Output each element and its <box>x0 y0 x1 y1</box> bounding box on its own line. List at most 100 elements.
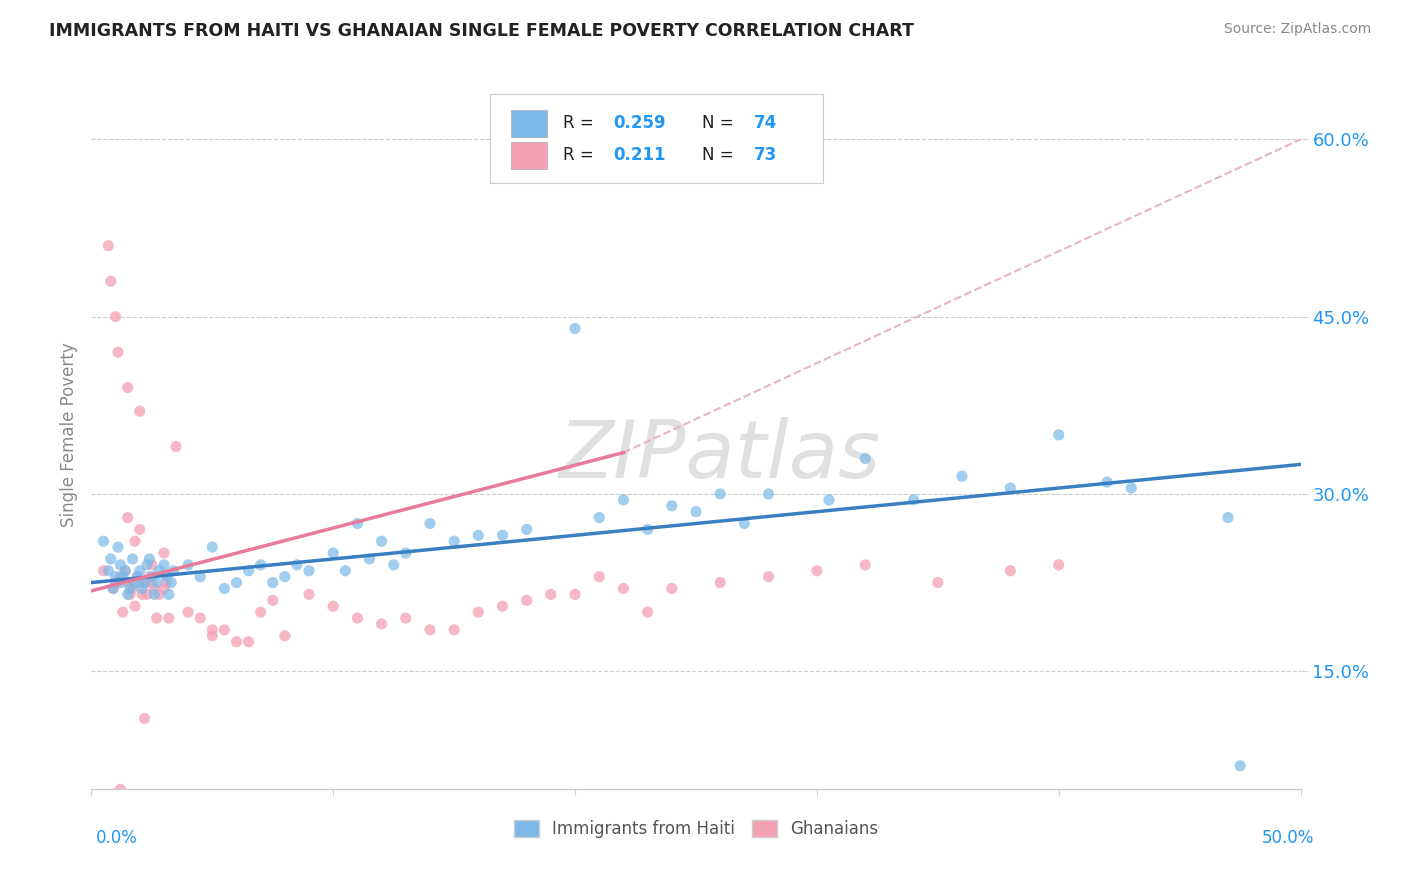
Point <box>117 575 139 590</box>
Point <box>1047 558 1070 572</box>
Point <box>104 569 127 583</box>
Point <box>141 575 163 590</box>
Point <box>141 558 163 572</box>
Point <box>157 611 180 625</box>
Legend: Immigrants from Haiti, Ghanaians: Immigrants from Haiti, Ghanaians <box>508 814 884 845</box>
Point <box>138 569 160 583</box>
Point <box>1216 510 1239 524</box>
Point <box>188 569 211 583</box>
Point <box>1000 481 1022 495</box>
Point <box>101 582 124 596</box>
FancyBboxPatch shape <box>510 142 547 169</box>
Point <box>128 564 150 578</box>
Point <box>124 575 146 590</box>
Point <box>131 587 153 601</box>
Point <box>177 605 200 619</box>
Point <box>709 487 731 501</box>
Point <box>121 552 143 566</box>
Point <box>157 587 180 601</box>
FancyBboxPatch shape <box>491 95 823 183</box>
Point <box>443 623 465 637</box>
Point <box>201 629 224 643</box>
Point <box>214 623 236 637</box>
Point <box>160 575 183 590</box>
Point <box>540 587 562 601</box>
Point <box>298 564 321 578</box>
Point <box>97 238 120 253</box>
Point <box>588 569 610 583</box>
Text: N =: N = <box>702 114 740 132</box>
Point <box>709 575 731 590</box>
Point <box>120 582 142 596</box>
Point <box>395 611 418 625</box>
Text: Source: ZipAtlas.com: Source: ZipAtlas.com <box>1223 22 1371 37</box>
Point <box>101 582 124 596</box>
Point <box>117 380 139 394</box>
Point <box>124 599 146 614</box>
Point <box>927 575 949 590</box>
Point <box>419 623 441 637</box>
Point <box>564 587 586 601</box>
Point <box>153 558 176 572</box>
Point <box>177 558 200 572</box>
Point <box>120 587 142 601</box>
Point <box>335 564 357 578</box>
Point <box>148 587 170 601</box>
Point <box>110 558 132 572</box>
Text: IMMIGRANTS FROM HAITI VS GHANAIAN SINGLE FEMALE POVERTY CORRELATION CHART: IMMIGRANTS FROM HAITI VS GHANAIAN SINGLE… <box>49 22 914 40</box>
Point <box>853 451 876 466</box>
Point <box>188 611 211 625</box>
Text: ZIPatlas: ZIPatlas <box>560 417 882 495</box>
Text: 0.0%: 0.0% <box>96 829 138 847</box>
Point <box>155 575 177 590</box>
Point <box>733 516 755 531</box>
Point <box>100 274 122 288</box>
Point <box>274 629 297 643</box>
Point <box>758 569 780 583</box>
Point <box>141 569 163 583</box>
Point <box>110 575 132 590</box>
Point <box>637 522 659 536</box>
Point <box>298 587 321 601</box>
Point <box>107 540 129 554</box>
FancyBboxPatch shape <box>510 110 547 137</box>
Point <box>124 534 146 549</box>
Point <box>225 575 247 590</box>
Point <box>110 569 132 583</box>
Point <box>153 546 176 560</box>
Point <box>1000 564 1022 578</box>
Text: 74: 74 <box>754 114 778 132</box>
Point <box>588 510 610 524</box>
Point <box>853 558 876 572</box>
Point <box>128 522 150 536</box>
Point <box>285 558 308 572</box>
Point <box>127 569 149 583</box>
Point <box>128 404 150 418</box>
Point <box>131 582 153 596</box>
Point <box>136 558 159 572</box>
Point <box>382 558 405 572</box>
Point <box>145 611 167 625</box>
Point <box>661 582 683 596</box>
Point <box>249 558 271 572</box>
Point <box>661 499 683 513</box>
Point <box>238 634 260 648</box>
Text: 0.211: 0.211 <box>614 145 666 164</box>
Point <box>117 510 139 524</box>
Point <box>322 546 344 560</box>
Point <box>214 582 236 596</box>
Point <box>491 528 513 542</box>
Text: 50.0%: 50.0% <box>1263 829 1315 847</box>
Point <box>225 634 247 648</box>
Point <box>201 540 224 554</box>
Point <box>419 516 441 531</box>
Point <box>346 516 368 531</box>
Point <box>262 593 284 607</box>
Text: R =: R = <box>562 145 605 164</box>
Text: N =: N = <box>702 145 740 164</box>
Point <box>162 564 184 578</box>
Point <box>274 569 297 583</box>
Point <box>491 599 513 614</box>
Text: 0.259: 0.259 <box>614 114 666 132</box>
Point <box>516 593 538 607</box>
